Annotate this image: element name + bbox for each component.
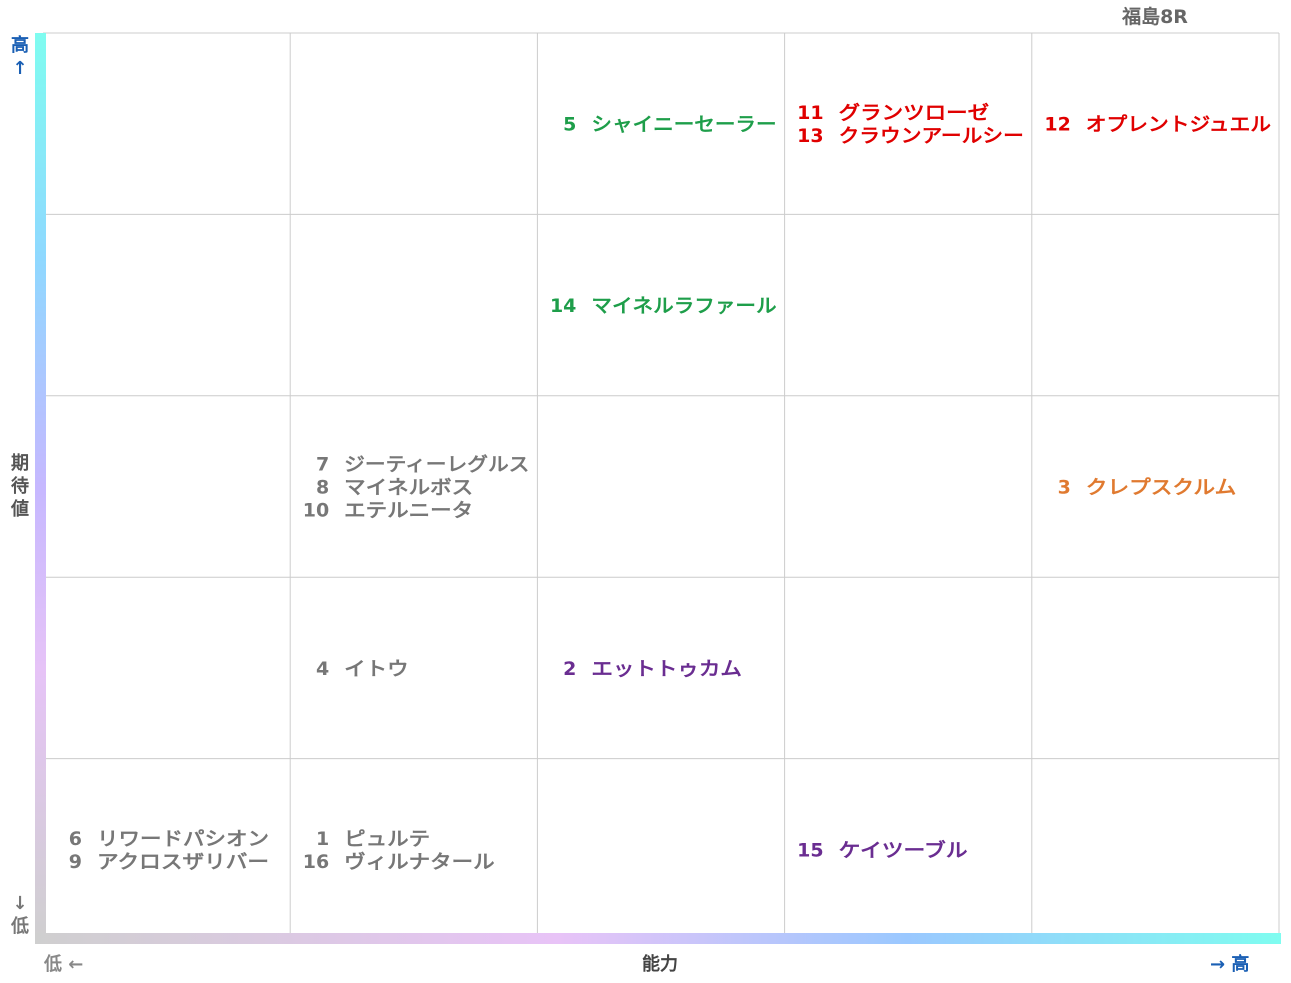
horse-name: シャイニーセーラー: [591, 114, 776, 136]
x-axis-bar: [35, 933, 1281, 944]
horse-name: ピュルテ: [344, 828, 430, 850]
horse-number: 11: [797, 102, 823, 124]
horse-number: 4: [316, 658, 329, 680]
horse-number: 6: [69, 828, 82, 850]
cell-entry-group: 11 グランツローゼ 13 クラウンアールシー: [797, 101, 1024, 147]
cell-entry-group: 2 エットトゥカム: [563, 658, 742, 680]
y-axis-low-label: ↓ 低: [11, 893, 29, 937]
horse-name: リワードパシオン: [97, 828, 269, 850]
horse-number: 5: [563, 114, 576, 136]
horse-name: ヴィルナタール: [344, 850, 495, 873]
horse-number: 16: [303, 851, 329, 873]
x-axis-low-label: 低 ←: [44, 954, 84, 975]
horse-number: 15: [797, 839, 823, 861]
horse-number: 7: [316, 454, 329, 476]
horse-name: マイネルラファール: [591, 295, 776, 317]
horse-name: エットトゥカム: [591, 658, 742, 680]
cell-entry-group: 5 シャイニーセーラー: [563, 114, 776, 136]
horse-name: クラウンアールシー: [839, 125, 1024, 147]
horse-name: マイネルボス: [344, 477, 473, 499]
horse-number: 10: [303, 500, 329, 522]
cell-entry-group: 14 マイネルラファール: [550, 295, 777, 317]
x-axis-high-label: → 高: [1210, 954, 1250, 975]
y-axis-bar: [35, 33, 46, 941]
horse-number: 14: [550, 295, 576, 317]
horse-name: グランツローゼ: [839, 101, 990, 124]
y-axis-high-label: 高 ↑: [11, 35, 29, 79]
horse-number: 8: [316, 477, 329, 499]
horse-name: クレプスクルム: [1086, 476, 1237, 499]
cell-entry-group: 1 ピュルテ 16 ヴィルナタール: [303, 828, 495, 873]
horse-number: 2: [563, 658, 576, 680]
cell-entry-group: 4 イトウ: [316, 658, 409, 680]
horse-number: 12: [1044, 114, 1070, 136]
cell-entry-group: 6 リワードパシオン 9 アクロスザリバー: [69, 828, 269, 873]
horse-number: 3: [1058, 477, 1071, 499]
cell-entry-group: 3 クレプスクルム: [1058, 476, 1237, 499]
horse-name: ジーティーレグルス: [344, 453, 529, 476]
x-axis-label: 能力: [642, 954, 678, 975]
cell-entry-group: 12 オプレントジュエル: [1044, 113, 1271, 136]
horse-name: エテルニータ: [344, 500, 473, 522]
horse-name: ケイツーブル: [839, 838, 968, 861]
horse-number: 9: [69, 851, 82, 873]
y-axis-label: 期待値: [11, 453, 29, 520]
cell-entry-group: 7 ジーティーレグルス 8 マイネルボス 10 エテルニータ: [303, 453, 530, 522]
cell-entry-group: 15 ケイツーブル: [797, 838, 967, 861]
chart-title: 福島8R: [1122, 6, 1188, 28]
horse-number: 13: [797, 125, 823, 147]
horse-name: オプレントジュエル: [1086, 113, 1271, 136]
horse-number: 1: [316, 828, 329, 850]
horse-name: イトウ: [344, 658, 409, 680]
horse-name: アクロスザリバー: [97, 851, 269, 873]
